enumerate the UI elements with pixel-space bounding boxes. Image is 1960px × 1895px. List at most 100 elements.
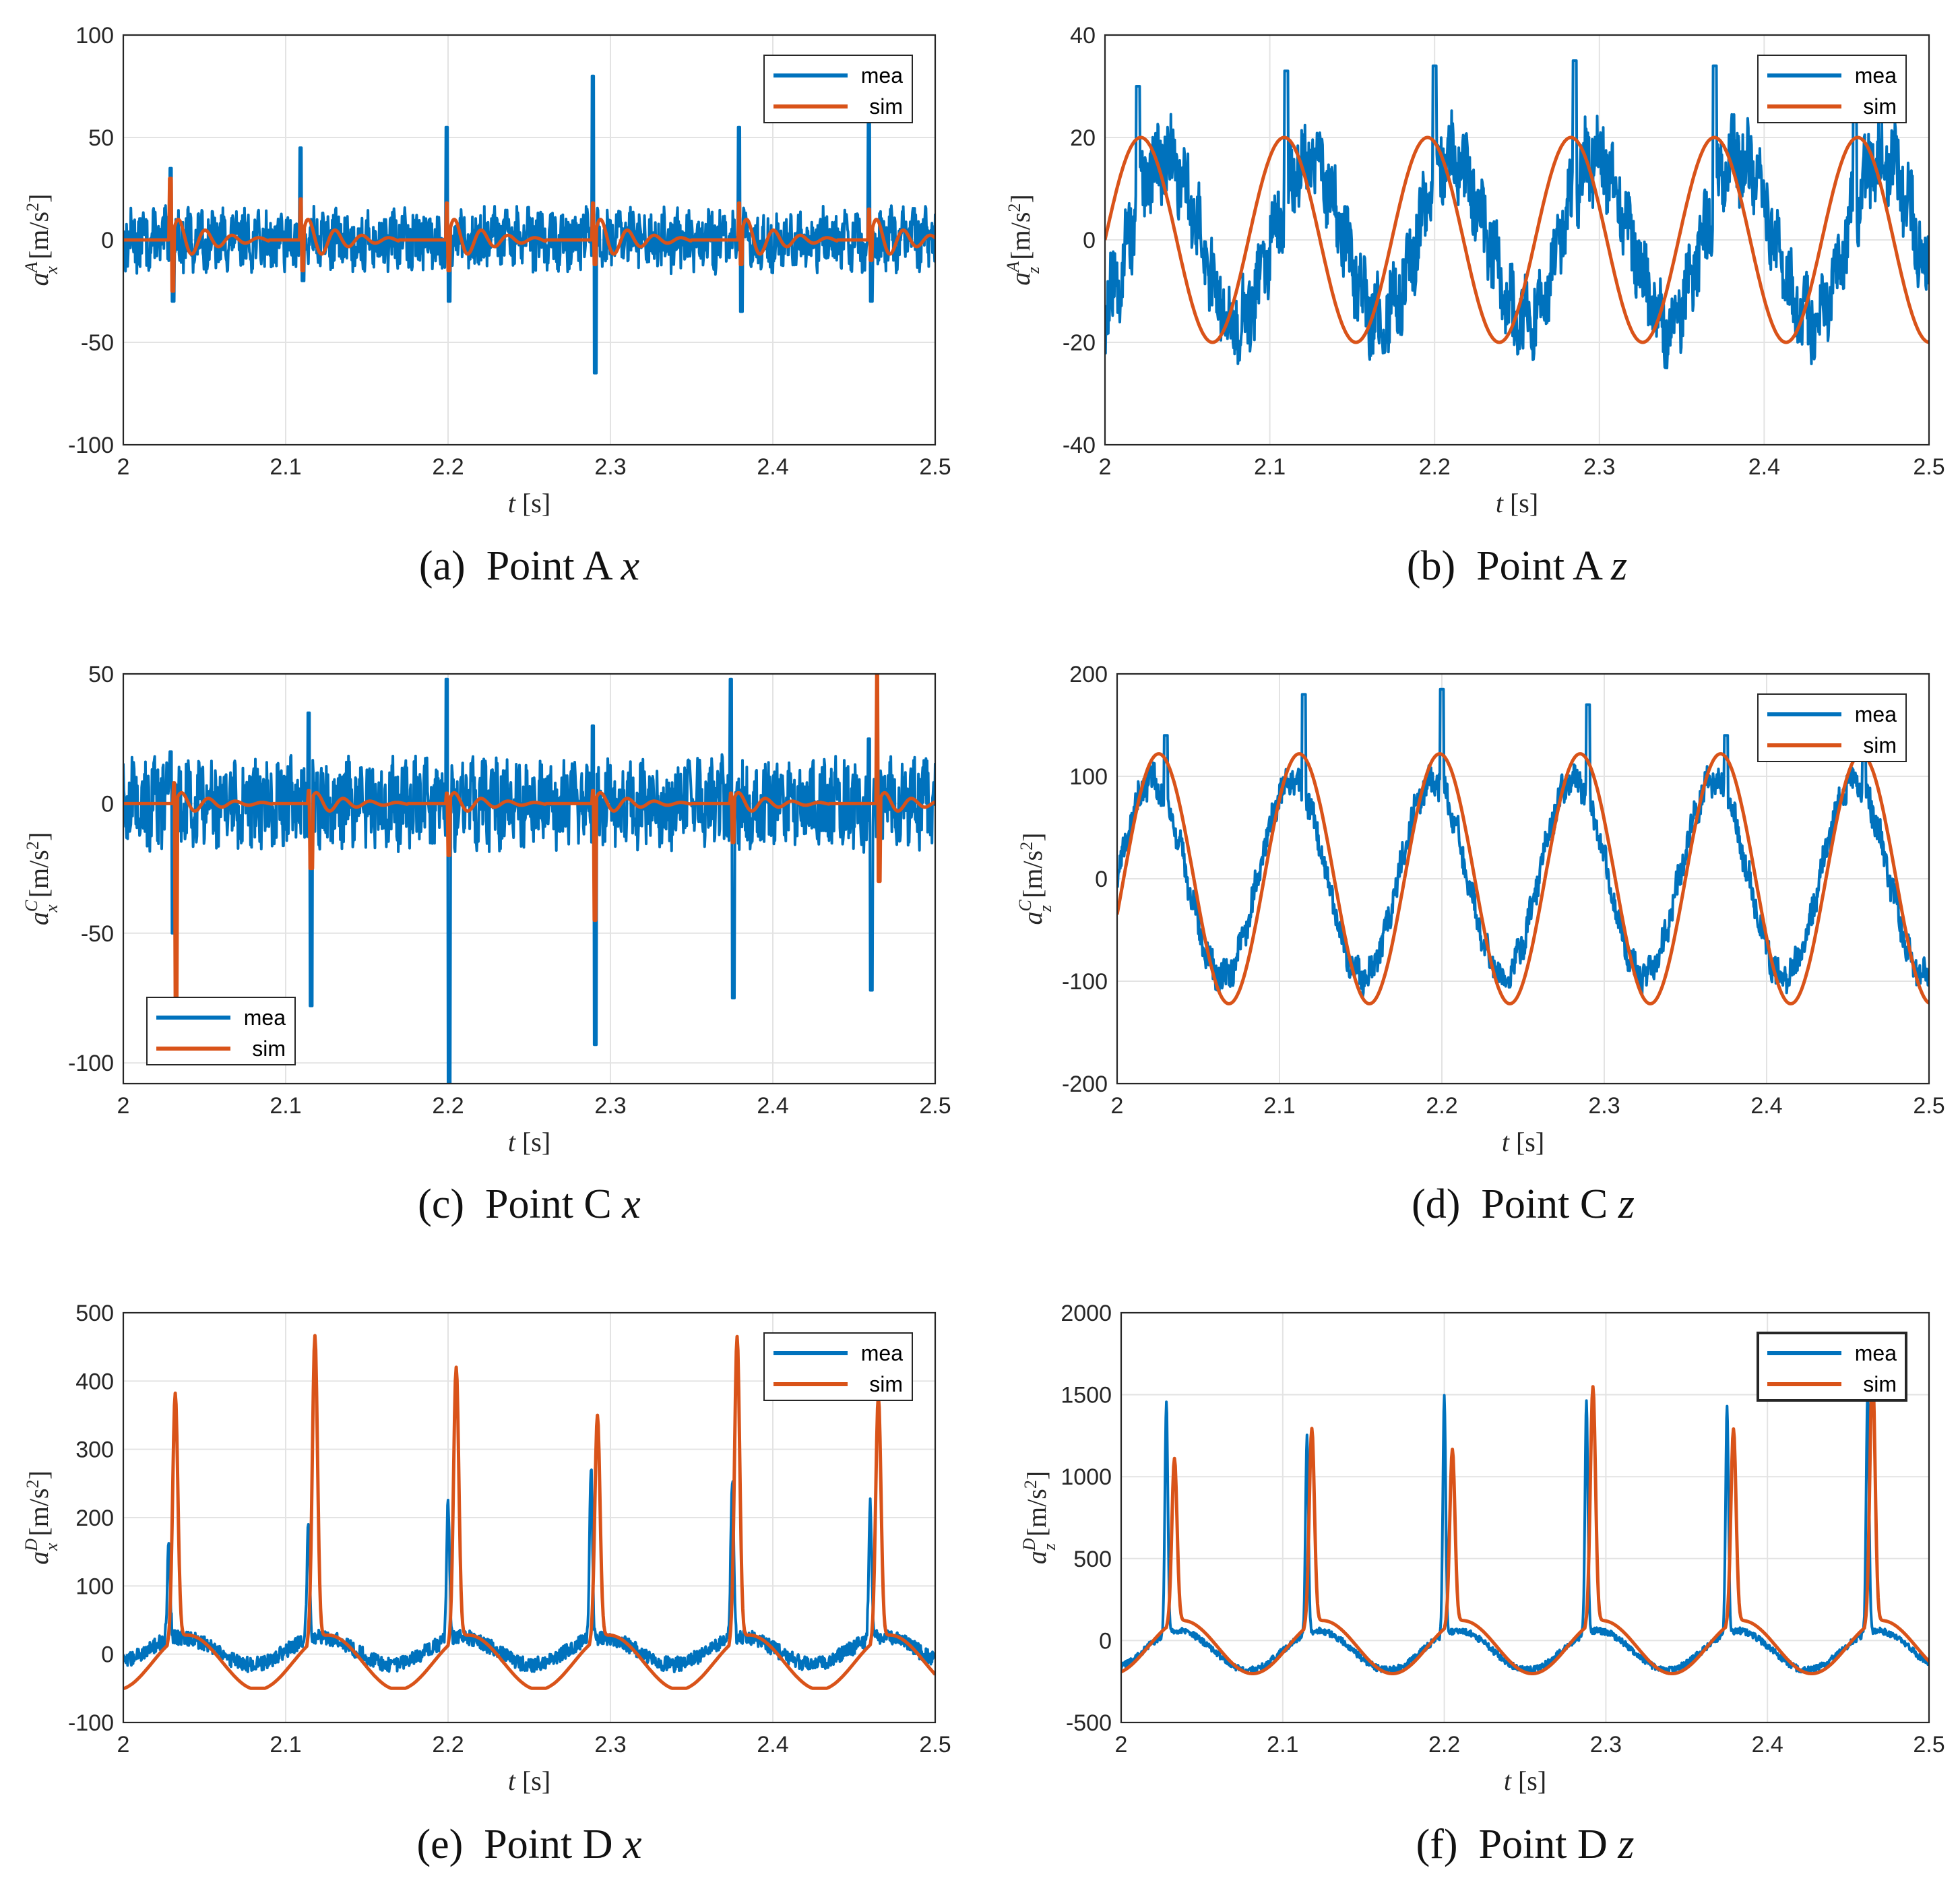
y-tick-label: 100: [75, 1574, 114, 1599]
y-tick-label: -100: [68, 433, 114, 458]
series-line-mea: [123, 1468, 935, 1673]
legend-box: [146, 997, 296, 1065]
legend-label-mea: mea: [861, 1341, 903, 1365]
legend-box: [1757, 693, 1907, 762]
y-tick-label: 200: [75, 1505, 114, 1531]
x-tick-label: 2.4: [1750, 1093, 1782, 1119]
x-tick-label: 2: [117, 1093, 130, 1119]
x-tick-label: 2.1: [270, 1732, 301, 1758]
plot-frame: [1116, 673, 1930, 1085]
legend-label-sim: sim: [869, 1372, 903, 1396]
y-tick-label: -200: [1062, 1071, 1108, 1097]
x-tick-label: 2.4: [1748, 454, 1780, 480]
x-tick-label: 2: [117, 454, 130, 480]
y-tick-label: 0: [1099, 1628, 1112, 1654]
x-tick-label: 2.1: [270, 454, 301, 480]
chart-panel-4: 2 2.1 2.2 2.3 2.4 2.5 -200 -100 0 100 200 t [s] aCz …: [1015, 662, 1945, 1227]
x-axis-label: t [s]: [508, 1127, 550, 1157]
legend-label-mea: mea: [861, 63, 903, 88]
legend-label-mea: mea: [1855, 63, 1897, 88]
x-tick-label: 2.4: [757, 1093, 788, 1119]
y-tick-label: 2000: [1061, 1301, 1112, 1326]
y-tick-label: 100: [1069, 764, 1108, 790]
plot-frame: [1120, 1311, 1930, 1724]
x-tick-label: 2.1: [270, 1093, 301, 1119]
x-tick-label: 2.1: [1263, 1093, 1295, 1119]
legend-box: [1757, 1332, 1907, 1402]
x-tick-label: 2.3: [594, 1732, 626, 1758]
y-tick-label: 0: [101, 228, 114, 253]
y-tick-label: 0: [1083, 228, 1096, 253]
y-tick-label: -500: [1066, 1710, 1112, 1736]
legend: mea sim: [763, 55, 913, 123]
x-axis-label: t [s]: [1504, 1766, 1546, 1796]
y-tick-label: 300: [75, 1437, 114, 1463]
x-tick-label: 2.3: [1583, 454, 1615, 480]
plot-frame: [1104, 34, 1930, 446]
subfigure-caption: (b) Point A z: [1407, 543, 1627, 589]
series-line-sim: [1117, 752, 1929, 1005]
x-tick-label: 2.4: [757, 454, 788, 480]
chart-panel-5: 2 2.1 2.2 2.3 2.4 2.5 -100 0 100 200 300 400 500 t [s…: [22, 1301, 951, 1867]
y-tick-label: -100: [1062, 969, 1108, 995]
legend-box: [763, 55, 913, 123]
series-line-sim: [123, 1334, 935, 1690]
plot-frame: [122, 34, 937, 446]
chart-panel-3: 2 2.1 2.2 2.3 2.4 2.5 -100 -50 0 50 t [s] aCx [m/s2…: [22, 662, 951, 1227]
y-tick-label: 0: [101, 791, 114, 817]
x-tick-label: 2.5: [1913, 1093, 1945, 1119]
x-tick-label: 2.5: [1913, 1732, 1945, 1758]
x-tick-label: 2.2: [432, 1093, 464, 1119]
y-tick-label: 50: [88, 125, 114, 151]
x-tick-label: 2: [1115, 1732, 1128, 1758]
legend-label-sim: sim: [1863, 1372, 1897, 1396]
y-tick-label: -40: [1063, 433, 1096, 458]
plot-frame: [122, 1311, 937, 1724]
y-tick-label: -100: [68, 1710, 114, 1736]
y-tick-label: 400: [75, 1369, 114, 1394]
y-tick-label: -20: [1063, 330, 1096, 356]
y-tick-label: 40: [1070, 23, 1096, 49]
x-tick-label: 2: [1099, 454, 1112, 480]
series-line-sim: [1105, 135, 1929, 344]
legend-label-mea: mea: [1855, 1341, 1897, 1365]
legend-label-sim: sim: [1863, 733, 1897, 757]
x-tick-label: 2.1: [1267, 1732, 1298, 1758]
legend: mea sim: [1757, 693, 1907, 762]
chart-panel-1: 2 2.1 2.2 2.3 2.4 2.5 -100 -50 0 50 100 t [s] aAx [m…: [22, 23, 951, 589]
y-axis-label: aAx [m/s2]: [22, 194, 61, 286]
x-tick-label: 2.3: [1590, 1732, 1622, 1758]
x-tick-label: 2.3: [1588, 1093, 1620, 1119]
series-line-sim: [1121, 1365, 1929, 1675]
y-tick-label: -100: [68, 1051, 114, 1076]
series-line-mea: [123, 677, 935, 1084]
subfigure-caption: (f) Point D z: [1416, 1822, 1635, 1867]
y-tick-label: 0: [101, 1642, 114, 1668]
y-tick-label: 0: [1095, 867, 1108, 892]
y-tick-label: 1500: [1061, 1383, 1112, 1408]
y-axis-label: aCz [m/s2]: [1015, 833, 1055, 925]
y-axis-label: aAz [m/s2]: [1003, 194, 1043, 285]
series-line-sim: [123, 674, 935, 1000]
y-tick-label: 20: [1070, 125, 1096, 151]
legend-label-sim: sim: [252, 1036, 286, 1061]
subfigure-caption: (c) Point C x: [418, 1181, 641, 1227]
x-axis-label: t [s]: [1502, 1127, 1544, 1157]
legend: mea sim: [1757, 55, 1907, 123]
y-tick-label: 500: [75, 1301, 114, 1326]
x-tick-label: 2.5: [919, 454, 951, 480]
chart-panel-2: 2 2.1 2.2 2.3 2.4 2.5 -40 -20 0 20 40 t [s] aAz [m/s…: [1003, 23, 1945, 589]
x-tick-label: 2.2: [1428, 1732, 1460, 1758]
subfigure-caption: (a) Point A x: [419, 543, 640, 589]
x-tick-label: 2.4: [1752, 1732, 1783, 1758]
x-axis-label: t [s]: [1496, 488, 1538, 518]
x-tick-label: 2.5: [919, 1732, 951, 1758]
x-tick-label: 2.3: [594, 454, 626, 480]
series-line-sim: [123, 177, 935, 293]
legend-label-sim: sim: [869, 94, 903, 119]
y-tick-label: 500: [1073, 1547, 1112, 1572]
legend-label-mea: mea: [244, 1005, 286, 1030]
x-tick-label: 2.2: [432, 1732, 464, 1758]
legend: mea sim: [1757, 1332, 1907, 1402]
